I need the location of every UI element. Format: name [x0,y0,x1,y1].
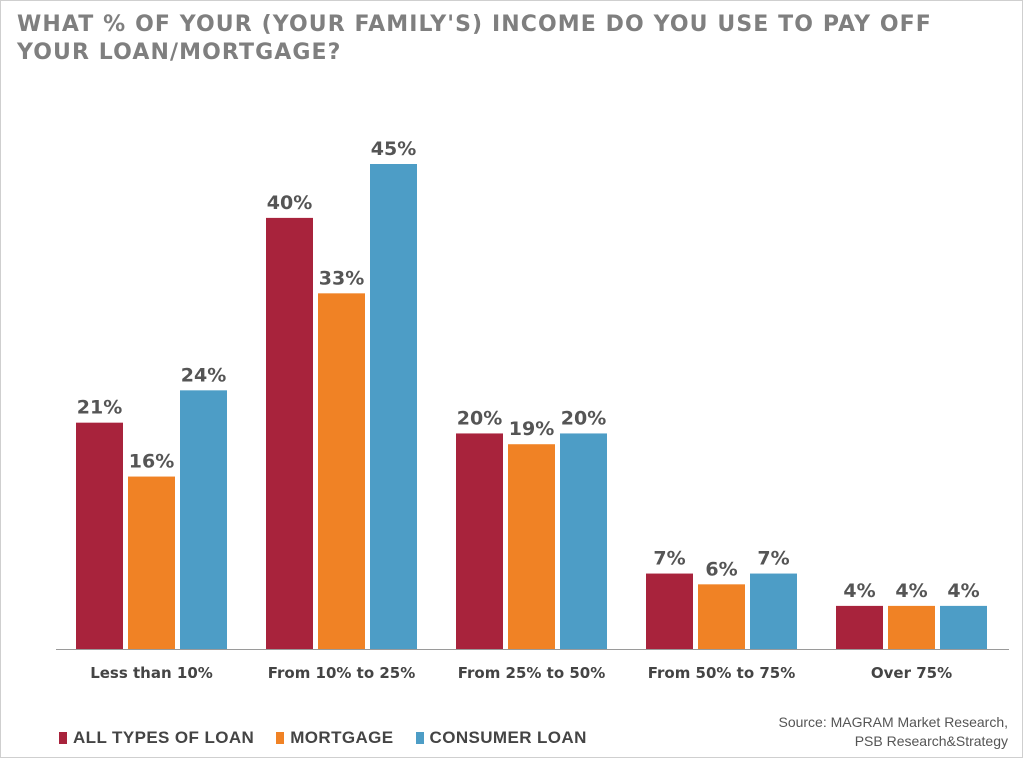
legend-label-consumer-loan: CONSUMER LOAN [429,728,587,747]
legend-label-all-types-of-loan: ALL TYPES OF LOAN [73,728,255,747]
bar-all-types-of-loan-over-75 [836,605,883,649]
legend-swatch-mortgage [276,732,285,744]
data-label-all-types-of-loan-over-75: 4% [843,580,875,602]
bar-consumer-loan-less-than-10 [180,390,227,649]
bar-mortgage-less-than-10 [128,476,175,649]
data-label-all-types-of-loan-from-50-to-75: 7% [653,548,685,570]
data-label-consumer-loan-over-75: 4% [947,580,979,602]
bar-consumer-loan-from-50-to-75 [750,573,797,649]
chart-title: WHAT % OF YOUR (YOUR FAMILY'S) INCOME DO… [17,12,932,65]
data-label-consumer-loan-from-10-to-25: 45% [371,138,416,160]
bar-consumer-loan-from-10-to-25 [370,164,417,649]
bar-all-types-of-loan-from-10-to-25 [266,217,313,649]
category-label-from-50-to-75: From 50% to 75% [648,664,796,682]
category-label-less-than-10: Less than 10% [90,664,213,682]
data-label-mortgage-from-25-to-50: 19% [509,418,554,440]
bar-mortgage-from-25-to-50 [508,444,555,649]
data-label-consumer-loan-from-25-to-50: 20% [561,407,606,429]
data-label-mortgage-less-than-10: 16% [129,451,174,473]
source-line-1: Source: MAGRAM Market Research, [778,714,1008,730]
legend-swatch-all-types-of-loan [59,732,67,744]
bar-mortgage-from-50-to-75 [698,584,745,649]
source-line-2: PSB Research&Strategy [854,733,1008,749]
bar-consumer-loan-from-25-to-50 [560,433,607,649]
category-label-over-75: Over 75% [871,664,952,682]
category-label-from-25-to-50: From 25% to 50% [458,664,606,682]
data-label-consumer-loan-less-than-10: 24% [181,364,226,386]
data-label-mortgage-from-50-to-75: 6% [705,558,737,580]
data-label-all-types-of-loan-from-25-to-50: 20% [457,407,502,429]
data-label-consumer-loan-from-50-to-75: 7% [757,548,789,570]
bar-all-types-of-loan-from-50-to-75 [646,573,693,649]
data-label-mortgage-from-10-to-25: 33% [319,267,364,289]
bar-mortgage-over-75 [888,605,935,649]
bar-mortgage-from-10-to-25 [318,293,365,649]
legend-swatch-consumer-loan [415,732,424,744]
category-label-from-10-to-25: From 10% to 25% [268,664,416,682]
data-label-all-types-of-loan-less-than-10: 21% [77,397,122,419]
bar-all-types-of-loan-less-than-10 [76,422,123,649]
data-label-all-types-of-loan-from-10-to-25: 40% [267,192,312,214]
legend-item-consumer-loan: CONSUMER LOAN [415,728,587,748]
legend-label-mortgage: MORTGAGE [290,728,394,747]
legend-item-mortgage: MORTGAGE [276,728,393,748]
legend: ALL TYPES OF LOAN MORTGAGE CONSUMER LOAN [59,728,587,748]
source-note: Source: MAGRAM Market Research, PSB Rese… [778,713,1008,751]
legend-item-all-types-of-loan: ALL TYPES OF LOAN [59,728,254,748]
bar-consumer-loan-over-75 [940,605,987,649]
data-label-mortgage-over-75: 4% [895,580,927,602]
bar-all-types-of-loan-from-25-to-50 [456,433,503,649]
